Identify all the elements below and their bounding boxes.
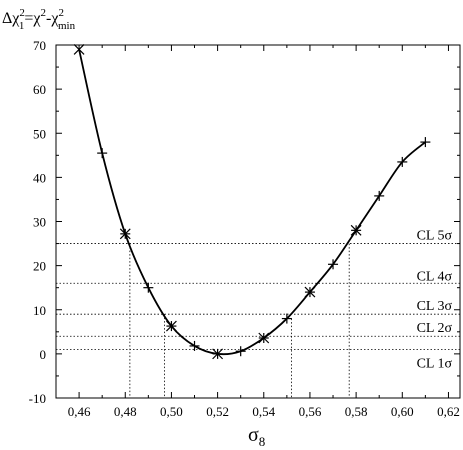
title-sup1: 2 — [19, 7, 25, 19]
plus-marker — [281, 313, 292, 324]
x-axis-label: σ8 — [248, 424, 265, 449]
x-tick-label: 0,54 — [252, 404, 275, 419]
title-sub3: min — [58, 20, 76, 32]
confidence-level-lines: CL 1σ CL 2σ CL 3σ CL 4σ CL 5σ — [56, 229, 460, 371]
cl-label: CL 2σ — [417, 321, 453, 336]
plus-marker — [374, 190, 385, 201]
axis-ticks: 0,46 0,48 0,50 0,52 0,54 0,56 0,58 0,60 0,62 -10 0… — [29, 38, 460, 419]
x-tick-label: 0,50 — [160, 404, 183, 419]
plus-marker — [397, 156, 408, 167]
xlabel-main: σ — [248, 424, 259, 446]
cross-marker — [350, 224, 362, 236]
x-tick-label: 0,48 — [114, 404, 137, 419]
title-sub1: 1 — [19, 20, 25, 32]
cl-label: CL 3σ — [417, 299, 453, 314]
plus-marker — [143, 282, 154, 293]
cl-label: CL 4σ — [417, 269, 453, 284]
cl-label: CL 5σ — [417, 229, 453, 244]
xlabel-sub: 8 — [259, 434, 266, 449]
x-tick-label: 0,58 — [345, 404, 368, 419]
plus-marker — [235, 346, 246, 357]
cross-marker — [258, 332, 270, 344]
x-tick-label: 0,46 — [68, 404, 91, 419]
title-eq: =χ — [24, 10, 41, 27]
x-tick-label: 0,56 — [299, 404, 322, 419]
chart-title: Δχ2 1=χ2-χ2 min — [2, 7, 76, 32]
cross-marker — [73, 43, 85, 55]
vertical-dotted-lines — [129, 243, 350, 398]
y-tick-label: 50 — [33, 126, 46, 141]
plus-marker — [420, 137, 431, 148]
cross-marker — [166, 320, 177, 332]
x-tick-label: 0,52 — [206, 404, 229, 419]
cross-marker — [212, 348, 224, 360]
y-tick-label: 70 — [33, 38, 46, 53]
y-tick-label: 30 — [33, 215, 46, 230]
data-markers — [73, 43, 431, 360]
y-tick-label: 20 — [33, 259, 46, 274]
title-sup2: 2 — [41, 7, 47, 19]
title-delta: Δχ — [2, 10, 20, 27]
plot-frame — [55, 44, 461, 399]
cross-marker — [119, 228, 131, 240]
title-sup3: 2 — [58, 7, 64, 19]
cl-label: CL 1σ — [417, 356, 453, 371]
x-tick-label: 0,62 — [437, 404, 460, 419]
y-tick-label: 60 — [33, 82, 46, 97]
title-minus: -χ — [46, 10, 59, 27]
y-tick-label: 40 — [33, 170, 46, 185]
plus-marker — [97, 148, 108, 159]
plus-marker — [189, 340, 200, 351]
x-tick-label: 0,60 — [391, 404, 414, 419]
y-tick-label: 0 — [40, 347, 47, 362]
y-tick-label: -10 — [29, 391, 46, 406]
cross-marker — [304, 286, 316, 298]
y-tick-label: 10 — [33, 303, 46, 318]
plus-marker — [328, 259, 339, 270]
chi2-curve — [78, 49, 426, 356]
